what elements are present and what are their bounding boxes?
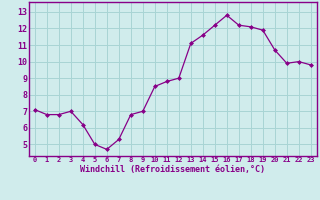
X-axis label: Windchill (Refroidissement éolien,°C): Windchill (Refroidissement éolien,°C) xyxy=(80,165,265,174)
